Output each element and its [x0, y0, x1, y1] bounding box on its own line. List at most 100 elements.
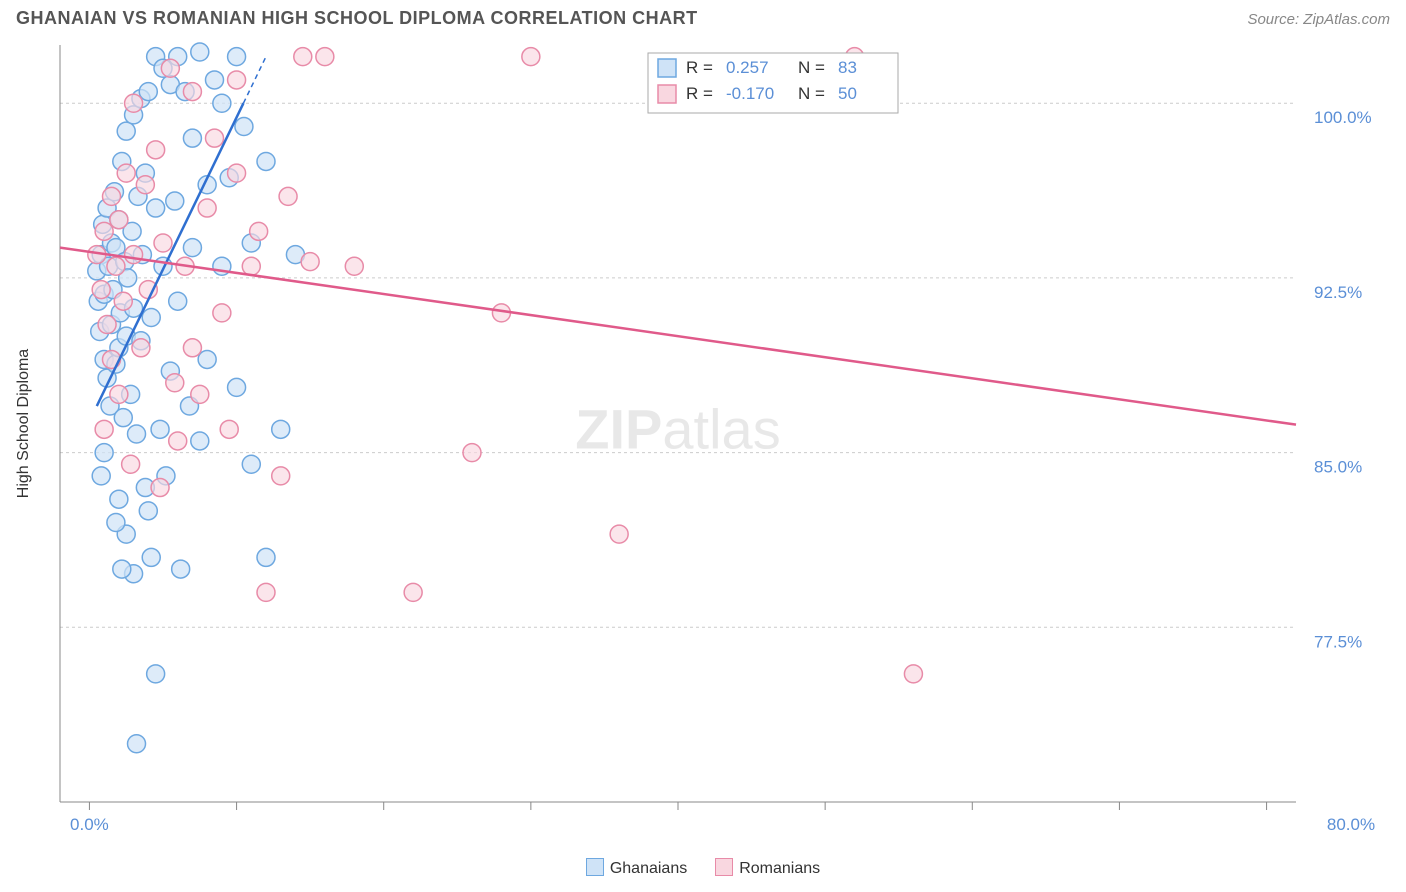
- bottom-legend: Ghanaians Romanians: [0, 858, 1406, 878]
- scatter-point: [139, 83, 157, 101]
- scatter-point: [110, 490, 128, 508]
- scatter-point: [463, 444, 481, 462]
- y-tick-label: 92.5%: [1314, 283, 1362, 302]
- scatter-point: [142, 309, 160, 327]
- scatter-point: [522, 48, 540, 66]
- scatter-point: [114, 292, 132, 310]
- scatter-point: [279, 187, 297, 205]
- legend-r-value: 0.257: [726, 58, 769, 77]
- scatter-point: [122, 455, 140, 473]
- source-label: Source: ZipAtlas.com: [1247, 11, 1390, 28]
- scatter-point: [147, 665, 165, 683]
- scatter-point: [183, 239, 201, 257]
- scatter-point: [235, 118, 253, 136]
- scatter-point: [147, 199, 165, 217]
- scatter-point: [242, 455, 260, 473]
- scatter-point: [110, 385, 128, 403]
- scatter-point: [117, 164, 135, 182]
- scatter-point: [198, 199, 216, 217]
- scatter-point: [169, 432, 187, 450]
- scatter-point: [92, 281, 110, 299]
- scatter-point: [228, 378, 246, 396]
- scatter-point: [98, 316, 116, 334]
- scatter-point: [198, 350, 216, 368]
- x-min-label: 0.0%: [70, 815, 109, 834]
- y-axis-title: High School Diploma: [15, 349, 32, 499]
- legend-label: Ghanaians: [610, 860, 687, 877]
- scatter-point: [213, 94, 231, 112]
- scatter-point: [191, 432, 209, 450]
- scatter-point: [139, 281, 157, 299]
- scatter-point: [257, 583, 275, 601]
- legend-r-label: R =: [686, 58, 713, 77]
- scatter-point: [151, 479, 169, 497]
- scatter-point: [128, 425, 146, 443]
- scatter-point: [169, 292, 187, 310]
- scatter-point: [161, 59, 179, 77]
- scatter-point: [154, 234, 172, 252]
- scatter-point: [95, 444, 113, 462]
- scatter-point: [257, 548, 275, 566]
- scatter-point: [228, 48, 246, 66]
- y-tick-label: 100.0%: [1314, 108, 1372, 127]
- scatter-point: [206, 129, 224, 147]
- chart-title: GHANAIAN VS ROMANIAN HIGH SCHOOL DIPLOMA…: [16, 8, 698, 29]
- scatter-point: [103, 187, 121, 205]
- y-tick-label: 85.0%: [1314, 458, 1362, 477]
- scatter-point: [316, 48, 334, 66]
- scatter-point: [114, 409, 132, 427]
- scatter-point: [125, 94, 143, 112]
- legend-label: Romanians: [739, 860, 820, 877]
- legend-swatch: [658, 85, 676, 103]
- legend-r-value: -0.170: [726, 84, 774, 103]
- scatter-point: [147, 141, 165, 159]
- scatter-point: [117, 122, 135, 140]
- legend-n-label: N =: [798, 84, 825, 103]
- scatter-point: [132, 339, 150, 357]
- legend-n-value: 50: [838, 84, 857, 103]
- scatter-point: [166, 192, 184, 210]
- scatter-point: [166, 374, 184, 392]
- legend-swatch: [715, 858, 733, 876]
- scatter-point: [213, 304, 231, 322]
- scatter-point: [250, 222, 268, 240]
- scatter-point: [139, 502, 157, 520]
- scatter-point: [151, 420, 169, 438]
- scatter-point: [142, 548, 160, 566]
- legend-r-label: R =: [686, 84, 713, 103]
- x-max-label: 80.0%: [1327, 815, 1375, 834]
- scatter-point: [610, 525, 628, 543]
- scatter-point: [128, 735, 146, 753]
- scatter-point: [294, 48, 312, 66]
- scatter-point: [183, 339, 201, 357]
- bottom-legend-item: Romanians: [715, 858, 820, 878]
- scatter-point: [301, 253, 319, 271]
- scatter-point: [107, 257, 125, 275]
- scatter-point: [404, 583, 422, 601]
- scatter-point: [103, 350, 121, 368]
- legend-swatch: [658, 59, 676, 77]
- trend-line-dashed: [243, 57, 266, 104]
- chart-svg: 77.5%85.0%92.5%100.0%ZIPatlasHigh School…: [50, 40, 1386, 832]
- scatter-point: [110, 211, 128, 229]
- scatter-point: [95, 222, 113, 240]
- scatter-point: [191, 43, 209, 61]
- scatter-point: [183, 129, 201, 147]
- legend-n-label: N =: [798, 58, 825, 77]
- legend-swatch: [586, 858, 604, 876]
- scatter-point: [272, 420, 290, 438]
- y-tick-label: 77.5%: [1314, 632, 1362, 651]
- scatter-point: [183, 83, 201, 101]
- scatter-point: [172, 560, 190, 578]
- scatter-point: [107, 513, 125, 531]
- bottom-legend-item: Ghanaians: [586, 858, 687, 878]
- scatter-point: [191, 385, 209, 403]
- scatter-point: [95, 420, 113, 438]
- scatter-point: [228, 71, 246, 89]
- scatter-point: [904, 665, 922, 683]
- scatter-point: [257, 152, 275, 170]
- scatter-point: [113, 560, 131, 578]
- scatter-point: [206, 71, 224, 89]
- scatter-point: [242, 257, 260, 275]
- scatter-point: [92, 467, 110, 485]
